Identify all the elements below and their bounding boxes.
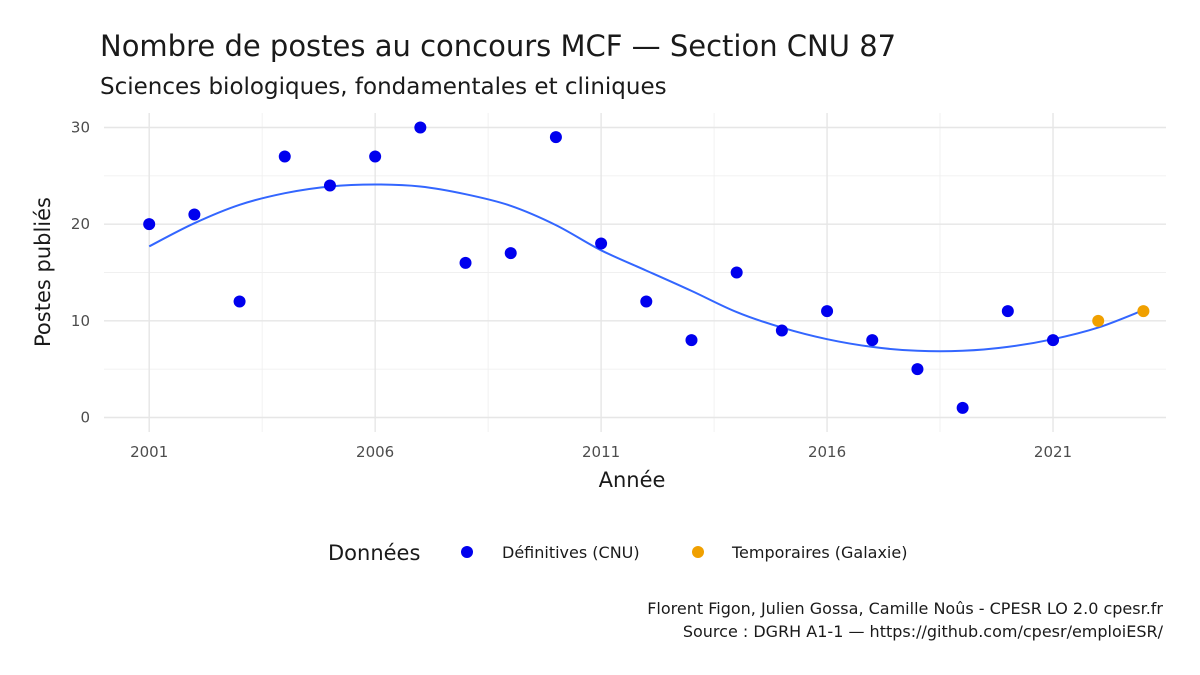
y-tick-label: 30 (71, 119, 90, 137)
data-point-definitives (278, 150, 291, 163)
data-point-definitives (775, 324, 788, 337)
trend-line (148, 183, 1144, 353)
x-tick-label: 2021 (1034, 443, 1072, 461)
data-points (143, 121, 1150, 414)
data-point-definitives (549, 131, 562, 144)
caption-authors: Florent Figon, Julien Gossa, Camille Noû… (647, 599, 1163, 618)
legend: Données Définitives (CNU) Temporaires (G… (328, 541, 907, 565)
data-point-temporaires (1092, 314, 1105, 327)
data-point-definitives (866, 334, 879, 347)
y-tick-label: 10 (71, 312, 90, 330)
caption-source: Source : DGRH A1-1 — https://github.com/… (683, 622, 1164, 641)
data-point-definitives (730, 266, 743, 279)
data-point-definitives (1047, 334, 1060, 347)
data-point-definitives (911, 363, 924, 376)
y-axis-title: Postes publiés (31, 197, 55, 347)
legend-label-temporaires: Temporaires (Galaxie) (731, 543, 907, 562)
trend-line-layer (148, 183, 1144, 353)
data-point-definitives (369, 150, 382, 163)
x-tick-label: 2011 (582, 443, 620, 461)
y-tick-label: 20 (71, 215, 90, 233)
x-tick-label: 2016 (808, 443, 846, 461)
data-point-definitives (685, 334, 698, 347)
chart-title: Nombre de postes au concours MCF — Secti… (100, 29, 896, 63)
x-axis-ticks: 2001 2006 2011 2016 2021 (130, 443, 1072, 461)
chart-subtitle: Sciences biologiques, fondamentales et c… (100, 74, 667, 100)
data-point-definitives (956, 401, 969, 414)
data-point-definitives (504, 247, 517, 260)
y-axis-ticks: 0 10 20 30 (71, 119, 90, 427)
x-tick-label: 2006 (356, 443, 394, 461)
legend-swatch-temporaires (692, 546, 704, 558)
legend-swatch-definitives (461, 546, 473, 558)
y-tick-label: 0 (80, 409, 90, 427)
data-point-definitives (595, 237, 608, 250)
data-point-temporaires (1137, 305, 1150, 318)
legend-title: Données (328, 541, 420, 565)
data-point-definitives (821, 305, 834, 318)
x-tick-label: 2001 (130, 443, 168, 461)
data-point-definitives (414, 121, 427, 134)
data-point-definitives (640, 295, 653, 308)
data-point-definitives (188, 208, 201, 221)
x-axis-title: Année (599, 468, 666, 492)
legend-label-definitives: Définitives (CNU) (502, 543, 640, 562)
data-point-definitives (1001, 305, 1014, 318)
data-point-definitives (323, 179, 336, 192)
data-point-definitives (459, 256, 472, 269)
data-point-definitives (143, 218, 156, 231)
plot-grid (104, 113, 1166, 432)
data-point-definitives (233, 295, 246, 308)
